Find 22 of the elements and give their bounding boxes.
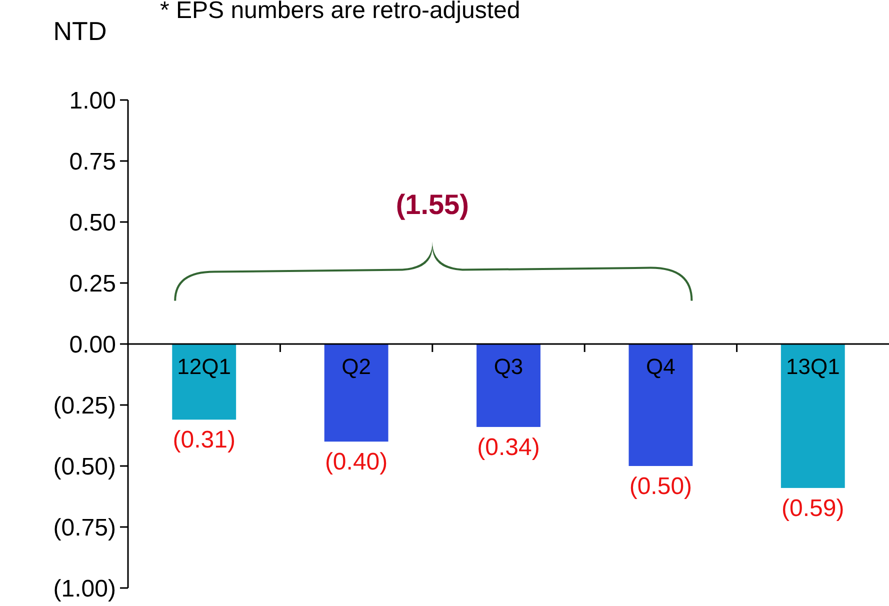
y-tick-label: 0.00 [69, 331, 116, 358]
data-label: (0.59) [782, 494, 844, 522]
data-label: (0.50) [629, 473, 692, 500]
annotation: (1.55) [396, 189, 469, 220]
x-tick-label: 12Q1 [177, 354, 232, 379]
y-tick-label: (0.25) [53, 392, 116, 420]
y-tick-label: (0.75) [53, 514, 116, 542]
data-label: (0.34) [477, 434, 540, 461]
y-tick-label: (1.00) [53, 575, 116, 602]
x-tick-label: Q4 [646, 354, 676, 379]
x-tick-label: Q3 [494, 354, 524, 379]
data-label: (0.31) [172, 426, 236, 454]
x-tick-label: 13Q1 [786, 354, 840, 379]
y-tick-label: 0.50 [69, 209, 116, 236]
y-tick-label: 0.75 [69, 148, 116, 176]
x-tick-label: Q2 [342, 354, 371, 379]
y-axis-title: NTD [53, 16, 107, 46]
data-label: (0.40) [324, 448, 388, 476]
y-tick-label: 1.00 [69, 87, 116, 114]
chart-subtitle: * EPS numbers are retro-adjusted [160, 0, 520, 24]
y-tick-label: 0.25 [69, 270, 116, 298]
y-tick-label: (0.50) [53, 453, 116, 480]
